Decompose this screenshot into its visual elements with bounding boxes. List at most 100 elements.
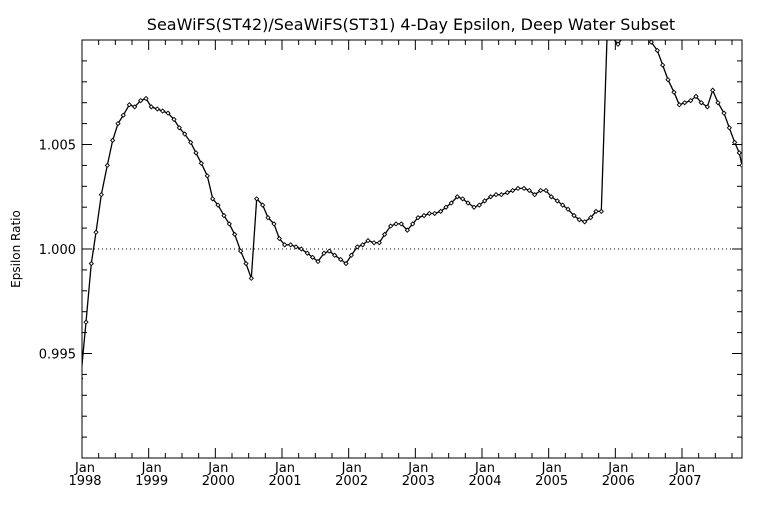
data-point — [354, 244, 360, 250]
data-point — [410, 221, 416, 227]
data-point — [710, 87, 716, 93]
data-point — [460, 196, 466, 202]
data-point — [388, 223, 394, 229]
data-point — [288, 242, 294, 248]
data-point — [365, 238, 371, 244]
x-tick-label-year: 1998 — [68, 474, 101, 489]
data-point — [215, 202, 221, 208]
data-point — [704, 104, 710, 110]
data-point — [326, 248, 332, 254]
data-point — [726, 125, 732, 131]
data-point — [488, 194, 494, 200]
data-point — [104, 162, 110, 169]
x-tick-label-year: 2004 — [468, 474, 501, 489]
data-point — [98, 192, 104, 198]
data-point — [343, 260, 349, 267]
x-tick-label-year: 2005 — [535, 474, 568, 489]
data-point — [248, 275, 254, 281]
data-point — [654, 47, 660, 54]
data-point — [504, 189, 510, 196]
data-point — [432, 210, 438, 217]
x-tick-label-month: Jan — [674, 461, 695, 476]
data-point — [232, 231, 238, 238]
data-point — [226, 221, 232, 227]
data-point — [576, 217, 582, 223]
data-point — [348, 252, 354, 258]
data-point — [126, 102, 132, 108]
series-layer — [82, 34, 742, 380]
data-point — [160, 108, 166, 114]
x-tick-label-month: Jan — [541, 461, 562, 476]
data-point — [548, 194, 554, 200]
data-point — [615, 41, 621, 47]
data-point — [293, 244, 299, 250]
data-point — [93, 229, 99, 235]
data-point — [471, 204, 477, 210]
data-point — [493, 192, 499, 198]
data-point — [526, 187, 532, 194]
x-tick-label-year: 2001 — [268, 474, 301, 489]
data-point — [588, 215, 594, 221]
data-point — [598, 208, 604, 215]
data-point — [571, 212, 577, 219]
data-point — [732, 139, 738, 146]
data-point — [715, 100, 721, 106]
y-tick-label: 0.995 — [39, 348, 76, 363]
x-tick-label-month: Jan — [141, 461, 162, 476]
data-point — [310, 254, 316, 260]
x-tick-label-year: 2002 — [335, 474, 368, 489]
x-tick-label-year: 2006 — [602, 474, 635, 489]
x-tick-label-year: 2000 — [202, 474, 235, 489]
data-point — [171, 116, 177, 123]
data-point — [648, 40, 654, 45]
data-point — [521, 185, 527, 192]
data-point — [221, 212, 227, 219]
data-point — [120, 112, 126, 118]
x-tick-label-month: Jan — [607, 461, 628, 476]
data-point — [298, 246, 304, 252]
data-point — [676, 102, 682, 108]
chart-title: SeaWiFS(ST42)/SeaWiFS(ST31) 4-Day Epsilo… — [147, 15, 675, 34]
data-point — [660, 62, 666, 68]
data-point — [110, 137, 116, 143]
data-point — [371, 240, 377, 246]
x-tick-label-year: 1999 — [135, 474, 168, 489]
data-point — [538, 187, 544, 194]
data-point — [532, 192, 538, 198]
data-point — [682, 100, 688, 106]
data-point — [188, 139, 194, 146]
data-point — [382, 231, 388, 238]
data-point — [426, 210, 432, 217]
data-point — [498, 192, 504, 198]
data-point — [165, 110, 171, 116]
data-point — [736, 150, 742, 156]
data-point — [193, 150, 199, 156]
x-tick-label-month: Jan — [341, 461, 362, 476]
data-point — [443, 204, 449, 210]
data-point — [143, 95, 149, 102]
data-point — [688, 97, 694, 104]
data-point — [238, 248, 244, 254]
data-point — [510, 187, 516, 194]
data-point — [454, 194, 460, 200]
data-point — [315, 258, 321, 265]
data-point — [304, 250, 310, 256]
series-line — [82, 40, 742, 372]
data-point — [271, 221, 277, 227]
data-point — [148, 104, 154, 110]
data-point — [198, 160, 204, 166]
data-point — [476, 202, 482, 208]
data-point — [482, 198, 488, 204]
data-point — [398, 221, 404, 227]
data-point — [421, 212, 427, 219]
data-point — [254, 196, 260, 202]
y-tick-label: 1.005 — [39, 139, 76, 154]
data-point — [582, 219, 588, 225]
data-point — [360, 242, 366, 248]
data-point — [693, 93, 699, 100]
y-tick-label: 1.000 — [39, 243, 76, 258]
data-point — [622, 34, 626, 38]
data-point — [154, 106, 160, 112]
data-point — [612, 40, 614, 41]
